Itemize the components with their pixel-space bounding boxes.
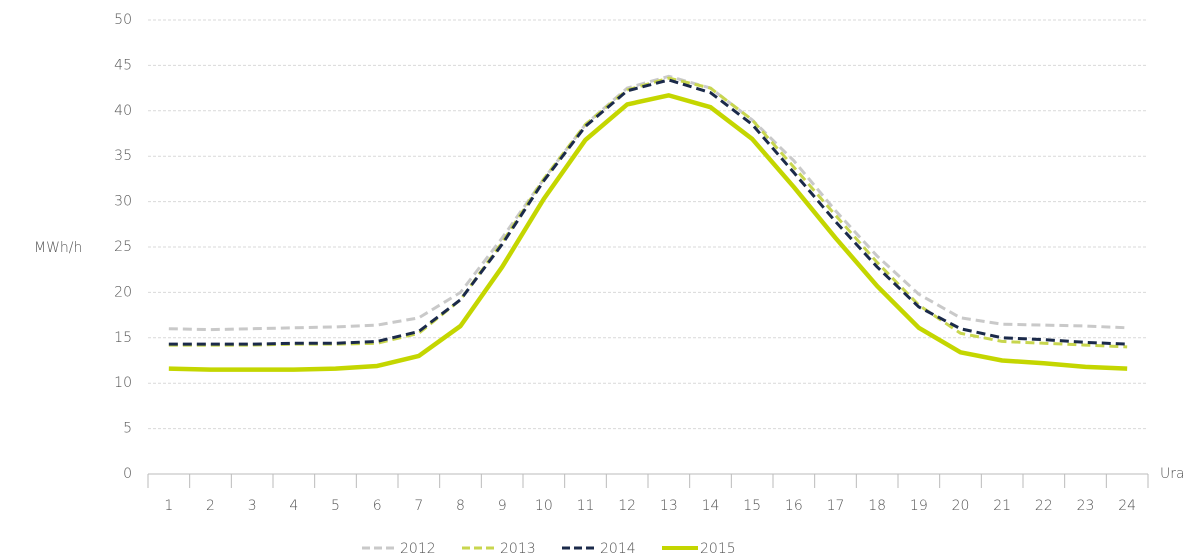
x-tick-label: 14: [702, 498, 720, 514]
y-tick-label: 25: [114, 239, 132, 255]
x-tick-label: 1: [164, 498, 173, 514]
x-tick-label: 17: [827, 498, 845, 514]
series-line: [168, 78, 1128, 346]
x-tick-label: 12: [618, 498, 636, 514]
series-line: [168, 93, 1128, 372]
y-tick-label: 50: [114, 12, 132, 28]
x-tick-label: 5: [331, 498, 340, 514]
x-axis-label: Ura: [1160, 466, 1185, 482]
x-tick-label: 4: [289, 498, 298, 514]
x-tick-label: 2: [206, 498, 215, 514]
x-tick-label: 9: [498, 498, 507, 514]
x-tick-label: 23: [1077, 498, 1095, 514]
x-tick-label: 15: [743, 498, 761, 514]
y-tick-label: 10: [114, 375, 132, 391]
y-tick-label: 15: [114, 330, 132, 346]
legend-label: 2015: [700, 541, 736, 557]
y-tick-label: 0: [123, 466, 132, 482]
x-tick-label: 20: [952, 498, 970, 514]
x-tick-label: 11: [577, 498, 595, 514]
y-axis-label: MWh/h: [34, 240, 82, 256]
x-tick-label: 13: [660, 498, 678, 514]
y-tick-label: 40: [114, 103, 132, 119]
y-tick-label: 20: [114, 284, 132, 300]
x-tick-label: 8: [456, 498, 465, 514]
x-tick-label: 18: [868, 498, 886, 514]
x-tick-label: 10: [535, 498, 553, 514]
legend-label: 2013: [500, 541, 536, 557]
x-tick-label: 24: [1118, 498, 1136, 514]
x-tick-label: 7: [414, 498, 423, 514]
x-tick-label: 22: [1035, 498, 1053, 514]
legend-label: 2012: [400, 541, 436, 557]
y-tick-label: 30: [114, 194, 132, 210]
x-tick-label: 3: [248, 498, 257, 514]
x-tick-label: 21: [993, 498, 1011, 514]
y-tick-label: 35: [114, 148, 132, 164]
series-line: [168, 74, 1128, 332]
x-tick-label: 19: [910, 498, 928, 514]
y-tick-label: 5: [123, 421, 132, 437]
x-tick-label: 6: [373, 498, 382, 514]
x-tick-label: 16: [785, 498, 803, 514]
series-line: [168, 76, 1128, 349]
y-tick-label: 45: [114, 57, 132, 73]
legend-label: 2014: [600, 541, 636, 557]
